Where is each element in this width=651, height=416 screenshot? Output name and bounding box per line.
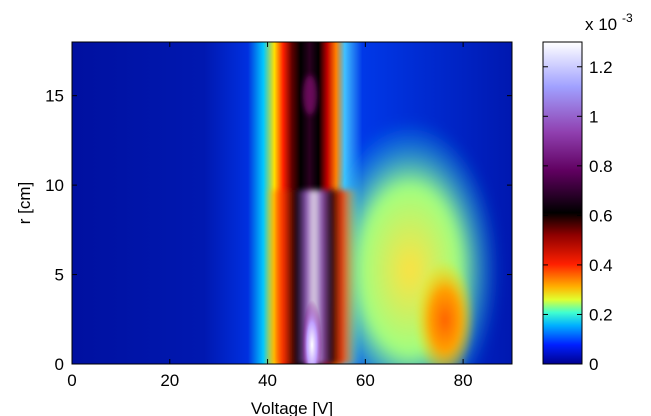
- heatmap-ridge-upper-spot: [303, 75, 317, 115]
- colorbar-tick-label: 0.8: [589, 157, 613, 176]
- y-tick-label: 0: [55, 355, 64, 374]
- heatmap-ridge-peak: [302, 300, 322, 364]
- colorbar-tick-label: 1: [589, 107, 598, 126]
- y-axis-ticks: 0 5 10 15: [45, 87, 512, 374]
- y-tick-label: 5: [55, 266, 64, 285]
- colorbar-scale-exponent: -3: [622, 11, 633, 25]
- colorbar-tick-label: 0.2: [589, 305, 613, 324]
- heatmap-area: [72, 42, 512, 364]
- y-tick-label: 15: [45, 87, 64, 106]
- x-tick-label: 20: [160, 371, 179, 390]
- colorbar-tick-label: 0: [589, 355, 598, 374]
- colorbar-ticks: 0 0.2 0.4 0.6 0.8 1 1.2: [543, 58, 613, 374]
- x-tick-label: 0: [67, 371, 76, 390]
- y-tick-label: 10: [45, 176, 64, 195]
- colorbar-tick-label: 0.6: [589, 206, 613, 225]
- colorbar: [542, 41, 583, 365]
- x-axis-ticks: 0 20 40 60 80: [67, 42, 473, 390]
- heatmap-ridge-bottom: [72, 190, 512, 364]
- plot-frame: [71, 41, 513, 365]
- y-axis-label: r [cm]: [15, 182, 34, 225]
- x-tick-label: 80: [454, 371, 473, 390]
- x-axis-label: Voltage [V]: [251, 399, 333, 416]
- colorbar-tick-label: 0.4: [589, 256, 613, 275]
- x-tick-label: 40: [258, 371, 277, 390]
- colorbar-tick-label: 1.2: [589, 58, 613, 77]
- x-tick-label: 60: [356, 371, 375, 390]
- colorbar-scale-label: x 10: [585, 15, 617, 34]
